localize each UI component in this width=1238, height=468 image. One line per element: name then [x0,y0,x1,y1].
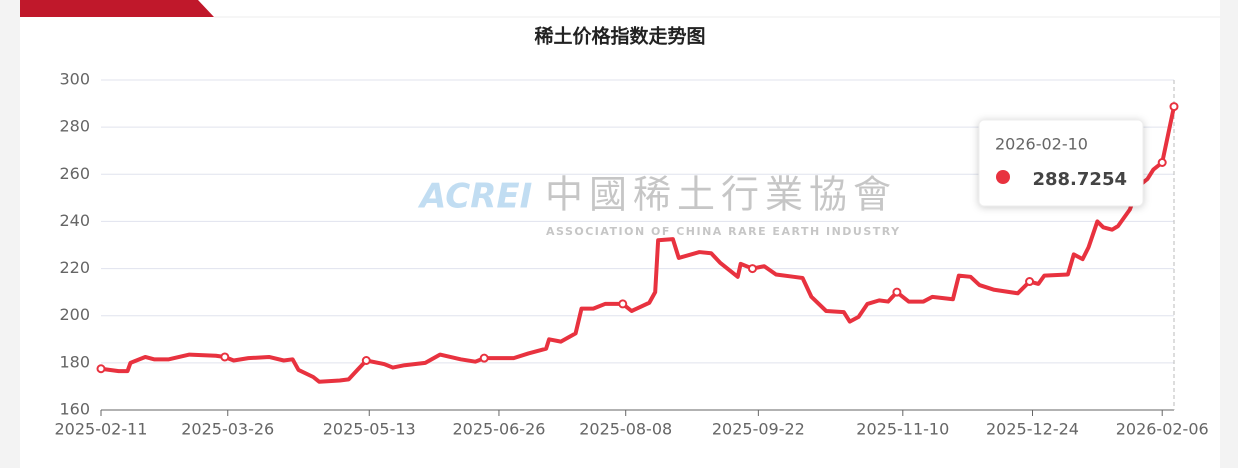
y-tick-label: 160 [59,400,90,419]
x-tick-label: 2025-06-26 [452,420,545,439]
y-tick-label: 280 [59,117,90,136]
point-marker [618,299,628,309]
point-marker [892,287,902,297]
x-tick-label: 2025-03-26 [181,420,274,439]
x-tick-label: 2025-02-11 [55,420,148,439]
tooltip-swatch [996,170,1010,184]
point-marker [361,356,371,365]
watermark-subtitle: ASSOCIATION OF CHINA RARE EARTH INDUSTRY [546,225,901,238]
point-marker [479,353,489,363]
point-marker [96,364,106,374]
x-tick-label: 2026-02-06 [1116,420,1209,439]
tooltip-value: 288.7254 [1032,169,1127,190]
header-tab [20,0,214,17]
tooltip-date: 2026-02-10 [995,135,1088,154]
point-marker [1025,277,1035,287]
watermark-logo: ACREI [417,177,532,217]
series-line [100,106,1176,384]
y-tick-label: 240 [59,211,90,230]
x-tick-label: 2025-09-22 [712,420,805,439]
x-tick-label: 2025-08-08 [579,420,672,439]
y-tick-label: 220 [59,258,90,277]
y-tick-label: 180 [59,352,90,371]
watermark-name: 中國稀土行業協會 [545,173,897,217]
watermark: ACREI 中國稀土行業協會 ASSOCIATION OF CHINA RARE… [417,173,901,239]
x-tick-label: 2025-05-13 [323,420,416,439]
tooltip: 2026-02-10 288.7254 [978,119,1144,207]
card [20,0,1220,468]
x-tick-label: 2025-12-24 [986,420,1079,439]
y-tick-label: 300 [59,70,90,89]
chart-title: 稀土价格指数走势图 [534,25,705,48]
point-marker [1157,158,1167,167]
point-marker [1169,102,1179,112]
y-tick-label: 260 [59,164,90,183]
x-tick-label: 2025-11-10 [856,420,949,439]
point-marker [747,264,757,274]
tooltip-box [978,119,1144,207]
point-marker [220,352,230,362]
y-tick-label: 200 [59,305,90,324]
